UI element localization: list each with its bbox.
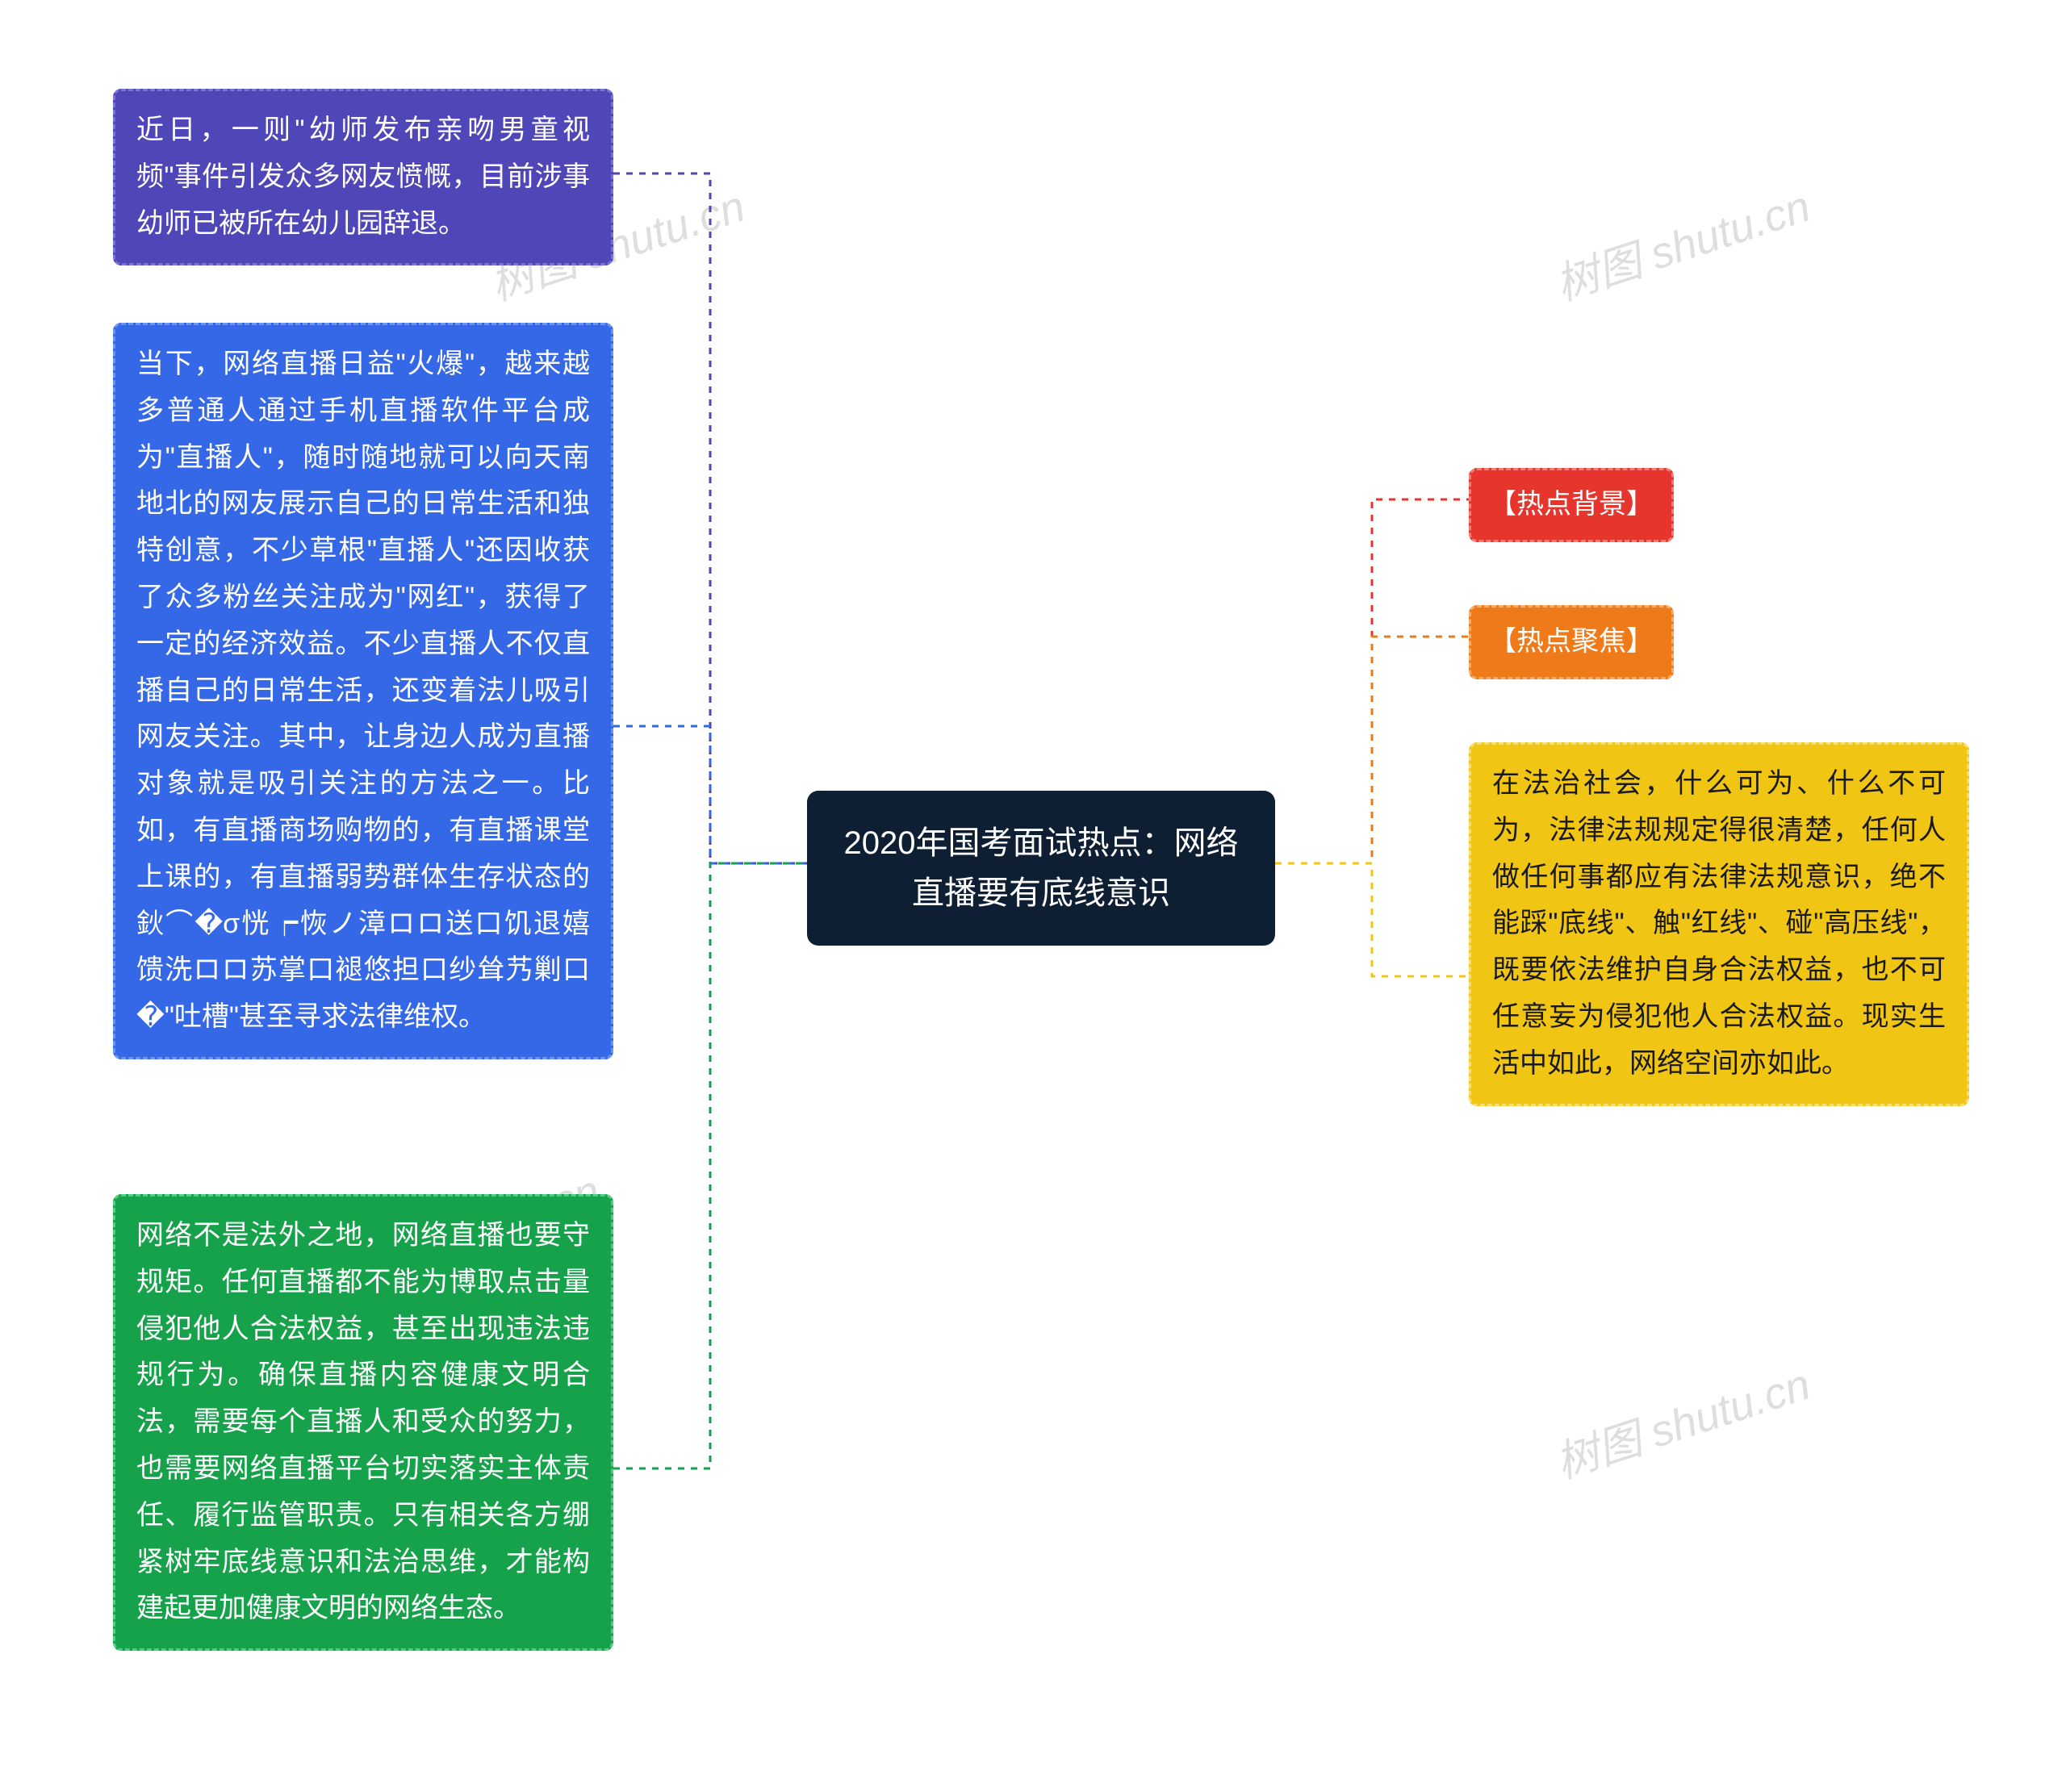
right-node-focus[interactable]: 【热点聚焦】 — [1469, 605, 1674, 679]
right-node-background[interactable]: 【热点背景】 — [1469, 468, 1674, 542]
watermark: 树图 shutu.cn — [1546, 170, 1817, 312]
left-node-3[interactable]: 网络不是法外之地，网络直播也要守规矩。任何直播都不能为博取点击量侵犯他人合法权益… — [113, 1194, 613, 1651]
left-node-2[interactable]: 当下，网络直播日益"火爆"，越来越多普通人通过手机直播软件平台成为"直播人"，随… — [113, 323, 613, 1059]
center-topic[interactable]: 2020年国考面试热点：网络直播要有底线意识 — [807, 791, 1275, 946]
mindmap-canvas: 树图 shutu.cn 树图 shutu.cn 树图 shutu.cn 树图 s… — [0, 0, 2066, 1792]
watermark: 树图 shutu.cn — [1546, 1348, 1817, 1490]
left-node-1[interactable]: 近日，一则"幼师发布亲吻男童视频"事件引发众多网友愤慨，目前涉事幼师已被所在幼儿… — [113, 89, 613, 265]
right-node-detail[interactable]: 在法治社会，什么可为、什么不可为，法律法规规定得很清楚，任何人做任何事都应有法律… — [1469, 742, 1969, 1106]
